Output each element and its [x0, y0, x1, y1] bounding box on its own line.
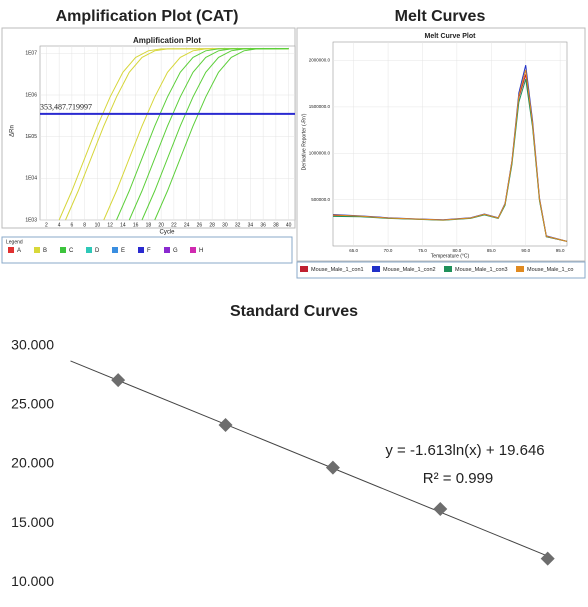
legend-label: A [17, 248, 21, 254]
x-tick-label: 16 [133, 222, 139, 228]
y-tick-label: 20.000 [11, 455, 54, 471]
chart-subtitle: Melt Curve Plot [425, 33, 477, 40]
legend-swatch [112, 247, 118, 253]
x-tick-label: 75.0 [418, 248, 427, 253]
x-tick-label: 85.0 [487, 248, 496, 253]
x-tick-label: 12 [107, 222, 113, 228]
x-tick-label: 24 [184, 222, 190, 228]
legend-swatch [300, 266, 308, 272]
x-tick-label: 34 [248, 222, 254, 228]
x-tick-label: 30 [222, 222, 228, 228]
data-line [141, 48, 289, 221]
x-tick-label: 26 [197, 222, 203, 228]
legend-label: B [43, 248, 47, 254]
x-tick-label: 6 [70, 222, 73, 228]
legend-swatch [60, 247, 66, 253]
chart-title: Melt Curves [395, 8, 486, 25]
x-tick-label: 10 [95, 222, 101, 228]
y-tick-label: 1E05 [25, 134, 37, 140]
y-axis-label: ΔRn [10, 125, 16, 137]
legend-label: F [147, 248, 151, 254]
data-point [433, 501, 448, 516]
x-tick-label: 14 [120, 222, 126, 228]
x-tick-label: 28 [209, 222, 215, 228]
threshold-label: 353,487.719997 [40, 103, 92, 112]
y-tick-label: 15.000 [11, 514, 54, 530]
x-tick-label: 38 [273, 222, 279, 228]
legend-swatch [8, 247, 14, 253]
amp-legend-box [1, 236, 293, 264]
legend-swatch [372, 266, 380, 272]
x-tick-label: 8 [83, 222, 86, 228]
x-tick-label: 18 [146, 222, 152, 228]
y-tick-label: 10.000 [11, 573, 54, 589]
trendline [70, 360, 548, 557]
x-axis-label: Temperature (°C) [431, 253, 470, 259]
y-tick-label: 500000.0 [311, 197, 330, 202]
x-axis-label: Cycle [159, 230, 175, 236]
data-point [540, 551, 555, 566]
melt-panel [296, 27, 586, 262]
legend-label: C [69, 248, 74, 254]
data-point [325, 460, 340, 475]
x-tick-label: 80.0 [452, 248, 461, 253]
x-tick-label: 2 [45, 222, 48, 228]
legend-label: Mouse_Male_1_co [527, 267, 573, 273]
trendline-equation: y = -1.613ln(x) + 19.646 [385, 442, 544, 459]
y-tick-label: 2000000.0 [309, 58, 331, 63]
legend-label: D [95, 248, 100, 254]
legend-swatch [164, 247, 170, 253]
legend-label: Mouse_Male_1_con3 [455, 267, 508, 273]
x-tick-label: 22 [171, 222, 177, 228]
x-tick-label: 36 [260, 222, 266, 228]
x-tick-label: 65.0 [349, 248, 358, 253]
data-line [65, 48, 289, 221]
legend-swatch [444, 266, 452, 272]
legend-swatch [86, 247, 92, 253]
x-tick-label: 40 [286, 222, 292, 228]
legend-title: Legend [6, 239, 23, 245]
data-point [218, 418, 233, 433]
chart-title: Amplification Plot (CAT) [56, 8, 239, 25]
y-tick-label: 1000000.0 [309, 150, 331, 155]
legend-label: G [173, 248, 178, 254]
y-tick-label: 1E07 [25, 51, 37, 57]
data-line [58, 48, 289, 221]
legend-swatch [34, 247, 40, 253]
legend-label: Mouse_Male_1_con1 [311, 267, 364, 273]
legend-swatch [190, 247, 196, 253]
r-squared: R² = 0.999 [423, 470, 493, 487]
data-line [332, 69, 568, 242]
x-tick-label: 32 [235, 222, 241, 228]
y-tick-label: 1500000.0 [309, 104, 331, 109]
x-tick-label: 90.0 [521, 248, 530, 253]
legend-label: E [121, 248, 125, 254]
y-tick-label: 1E04 [25, 176, 37, 182]
data-point [111, 373, 126, 388]
chart-subtitle: Amplification Plot [133, 36, 201, 45]
y-axis-label: Derivative Reporter (-Rn') [301, 113, 307, 170]
data-line [154, 48, 289, 221]
data-line [103, 48, 289, 221]
x-tick-label: 70.0 [384, 248, 393, 253]
data-line [116, 48, 289, 221]
melt-legend-box [296, 261, 586, 279]
data-line [128, 48, 289, 221]
legend-swatch [138, 247, 144, 253]
x-tick-label: 4 [58, 222, 61, 228]
legend-swatch [516, 266, 524, 272]
plot-area [332, 41, 568, 247]
y-tick-label: 25.000 [11, 396, 54, 412]
chart-title: Standard Curves [230, 303, 358, 320]
y-tick-label: 1E06 [25, 92, 37, 98]
legend-label: H [199, 248, 203, 254]
y-tick-label: 30.000 [11, 337, 54, 353]
legend-label: Mouse_Male_1_con2 [383, 267, 436, 273]
x-tick-label: 95.0 [556, 248, 565, 253]
x-tick-label: 20 [158, 222, 164, 228]
y-tick-label: 1E03 [25, 217, 37, 223]
